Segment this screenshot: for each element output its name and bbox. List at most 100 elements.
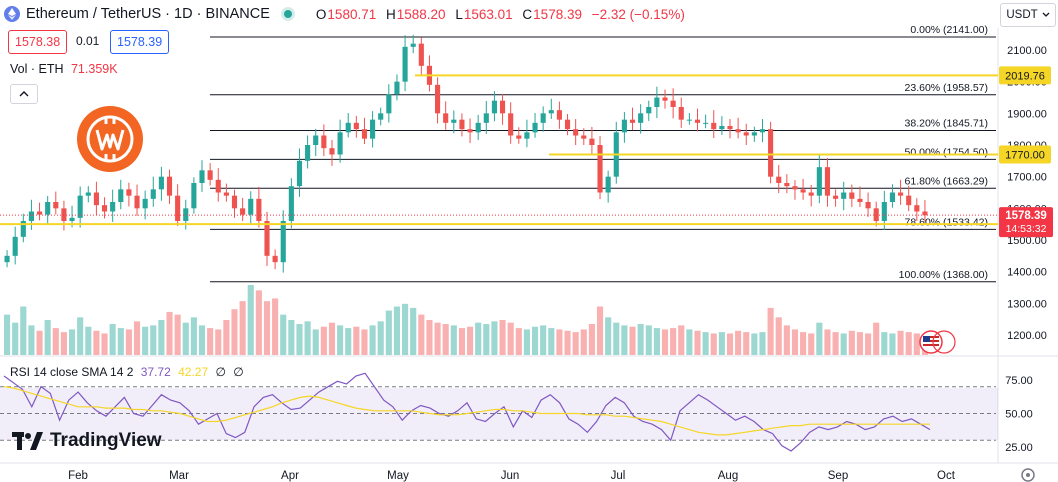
- candle-body[interactable]: [443, 113, 449, 123]
- candle-body[interactable]: [110, 202, 116, 212]
- candle-body[interactable]: [93, 192, 99, 206]
- collapse-legend-button[interactable]: [10, 84, 38, 104]
- candle-body[interactable]: [45, 202, 51, 215]
- candle-body[interactable]: [524, 132, 530, 139]
- candle-body[interactable]: [256, 198, 262, 221]
- candle-body[interactable]: [288, 186, 294, 221]
- candle-body[interactable]: [889, 192, 896, 203]
- us-flag-icon[interactable]: [919, 330, 943, 354]
- candle-body[interactable]: [735, 129, 741, 133]
- candle-body[interactable]: [841, 192, 847, 199]
- candle-body[interactable]: [849, 192, 855, 199]
- candle-body[interactable]: [191, 183, 197, 209]
- candle-body[interactable]: [532, 122, 538, 133]
- candle-body[interactable]: [345, 122, 351, 133]
- candle-body[interactable]: [792, 186, 798, 190]
- candle-body[interactable]: [597, 145, 603, 193]
- candle-body[interactable]: [516, 135, 522, 139]
- candle-body[interactable]: [873, 208, 879, 221]
- candle-body[interactable]: [386, 94, 392, 114]
- candle-body[interactable]: [654, 97, 660, 108]
- candle-body[interactable]: [573, 129, 579, 136]
- candle-body[interactable]: [638, 113, 644, 123]
- candle-body[interactable]: [329, 148, 335, 155]
- candle-body[interactable]: [776, 176, 782, 183]
- candle-body[interactable]: [824, 167, 831, 196]
- candle-body[interactable]: [61, 208, 67, 221]
- candle-body[interactable]: [410, 43, 416, 47]
- candle-body[interactable]: [394, 81, 400, 95]
- candle-body[interactable]: [743, 132, 749, 136]
- candle-body[interactable]: [150, 189, 156, 199]
- candle-body[interactable]: [183, 208, 189, 221]
- candle-body[interactable]: [142, 198, 148, 209]
- candle-body[interactable]: [126, 189, 132, 196]
- candle-body[interactable]: [370, 119, 376, 139]
- candle-body[interactable]: [581, 135, 587, 139]
- rsi-sma-line[interactable]: [3, 386, 930, 436]
- candle-body[interactable]: [857, 198, 863, 202]
- candle-body[interactable]: [223, 192, 229, 196]
- candle-body[interactable]: [20, 221, 26, 237]
- candle-body[interactable]: [922, 211, 928, 216]
- candle-body[interactable]: [12, 236, 18, 256]
- candle-body[interactable]: [508, 113, 514, 136]
- candle-body[interactable]: [280, 221, 286, 263]
- candle-body[interactable]: [751, 132, 757, 136]
- candle-body[interactable]: [28, 211, 34, 222]
- candle-body[interactable]: [53, 202, 59, 209]
- candle-body[interactable]: [402, 46, 408, 82]
- candle-body[interactable]: [768, 129, 774, 177]
- candle-body[interactable]: [378, 113, 384, 120]
- candle-body[interactable]: [491, 100, 497, 114]
- candle-body[interactable]: [475, 122, 481, 133]
- candle-body[interactable]: [207, 170, 213, 180]
- candle-body[interactable]: [670, 100, 676, 107]
- candle-body[interactable]: [77, 195, 83, 218]
- candle-body[interactable]: [914, 205, 920, 212]
- candle-body[interactable]: [483, 113, 489, 123]
- candle-body[interactable]: [248, 198, 254, 215]
- candle-body[interactable]: [467, 129, 473, 133]
- candle-body[interactable]: [305, 145, 311, 161]
- candle-body[interactable]: [231, 195, 238, 209]
- candle-body[interactable]: [85, 192, 91, 196]
- candle-body[interactable]: [605, 176, 611, 193]
- candle-body[interactable]: [4, 255, 10, 263]
- candle-body[interactable]: [556, 110, 562, 120]
- candle-body[interactable]: [337, 132, 343, 155]
- candle-body[interactable]: [101, 205, 108, 212]
- ask-box[interactable]: 1578.39: [110, 30, 170, 54]
- candle-body[interactable]: [451, 119, 457, 123]
- candle-body[interactable]: [296, 160, 303, 187]
- candle-body[interactable]: [881, 202, 887, 221]
- candle-body[interactable]: [158, 176, 164, 190]
- candle-body[interactable]: [703, 122, 709, 124]
- rsi-line[interactable]: [3, 372, 931, 452]
- event-marker[interactable]: [932, 330, 956, 354]
- candle-body[interactable]: [215, 179, 221, 193]
- candle-body[interactable]: [199, 170, 205, 183]
- bid-box[interactable]: 1578.38: [8, 30, 68, 54]
- candle-body[interactable]: [175, 195, 181, 221]
- candle-body[interactable]: [36, 211, 43, 215]
- candle-body[interactable]: [906, 195, 912, 206]
- candle-body[interactable]: [808, 192, 814, 196]
- candle-body[interactable]: [800, 189, 806, 193]
- tradingview-logo[interactable]: TradingView: [12, 430, 162, 452]
- candle-body[interactable]: [589, 138, 595, 145]
- candle-body[interactable]: [784, 183, 790, 187]
- candle-body[interactable]: [686, 119, 692, 121]
- candle-body[interactable]: [662, 97, 668, 101]
- candle-body[interactable]: [353, 122, 359, 130]
- symbol-title[interactable]: Ethereum / TetherUS · 1D · BINANCE: [26, 6, 270, 22]
- candle-body[interactable]: [564, 119, 571, 130]
- candle-body[interactable]: [361, 129, 368, 139]
- candle-body[interactable]: [459, 119, 465, 130]
- candle-body[interactable]: [694, 119, 701, 123]
- candle-body[interactable]: [548, 110, 554, 114]
- currency-selector[interactable]: USDT: [1000, 3, 1056, 27]
- candle-body[interactable]: [499, 100, 506, 114]
- candle-body[interactable]: [678, 107, 684, 120]
